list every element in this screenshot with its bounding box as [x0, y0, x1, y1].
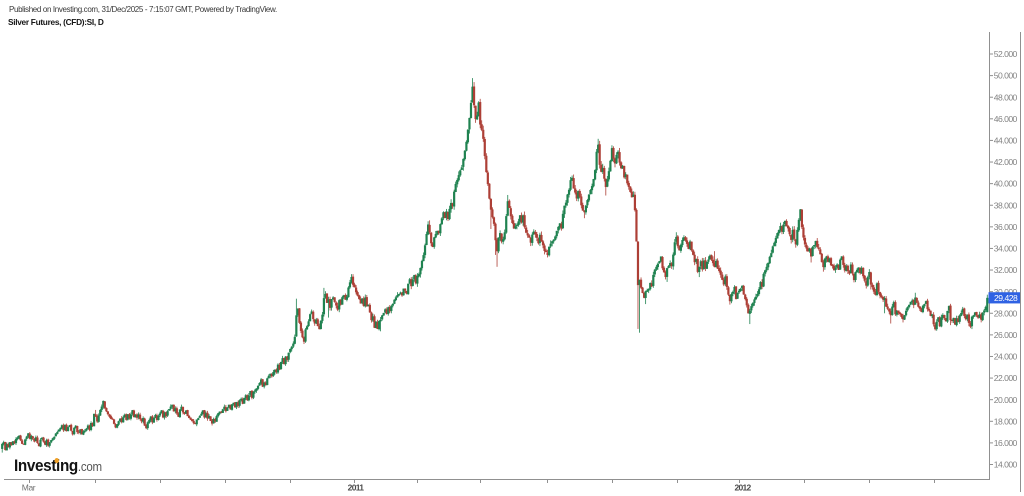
svg-text:40.000: 40.000 [994, 179, 1018, 189]
svg-text:50.000: 50.000 [994, 71, 1018, 81]
svg-text:38.000: 38.000 [994, 200, 1018, 210]
svg-text:20.000: 20.000 [994, 395, 1018, 405]
svg-text:2012: 2012 [734, 483, 751, 493]
svg-text:42.000: 42.000 [994, 157, 1018, 167]
svg-text:52.000: 52.000 [994, 49, 1018, 59]
svg-text:34.000: 34.000 [994, 244, 1018, 254]
svg-text:29.428: 29.428 [994, 293, 1018, 303]
svg-text:32.000: 32.000 [994, 265, 1018, 275]
svg-text:30.000: 30.000 [994, 287, 1018, 297]
svg-text:2011: 2011 [348, 483, 365, 493]
svg-text:Mar: Mar [22, 483, 36, 493]
svg-text:48.000: 48.000 [994, 92, 1018, 102]
svg-text:28.000: 28.000 [994, 308, 1018, 318]
svg-text:22.000: 22.000 [994, 373, 1018, 383]
svg-text:24.000: 24.000 [994, 352, 1018, 362]
svg-text:44.000: 44.000 [994, 136, 1018, 146]
svg-text:46.000: 46.000 [994, 114, 1018, 124]
svg-text:26.000: 26.000 [994, 330, 1018, 340]
svg-text:14.000: 14.000 [994, 460, 1018, 470]
svg-text:18.000: 18.000 [994, 416, 1018, 426]
svg-text:16.000: 16.000 [994, 438, 1018, 448]
svg-text:36.000: 36.000 [994, 222, 1018, 232]
